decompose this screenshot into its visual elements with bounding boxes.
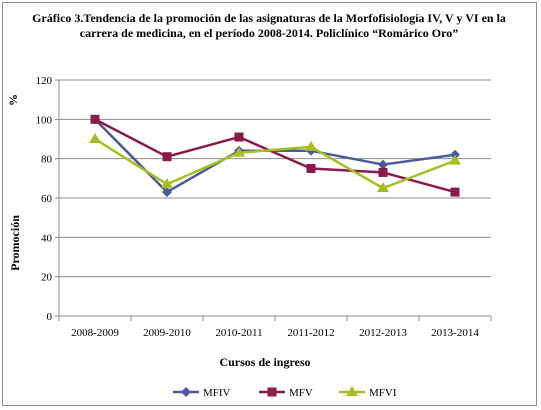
series-MFV	[90, 114, 460, 197]
y-unit-label: %	[6, 94, 20, 106]
y-tick-label-100: 100	[36, 114, 53, 126]
x-axis-title: Cursos de ingreso	[219, 355, 310, 369]
point-MFV-2011-2012	[306, 164, 316, 173]
y-tick-label-40: 40	[41, 232, 53, 244]
point-MFIV-2009-2010	[162, 187, 172, 198]
series-MFIV	[90, 114, 460, 198]
legend-item-MFV: MFV	[259, 387, 313, 399]
series-line-MFV	[94, 118, 456, 194]
legend-item-MFIV: MFIV	[173, 387, 231, 399]
series-line-MFVI	[94, 137, 456, 190]
y-tick-label-20: 20	[41, 272, 53, 284]
point-MFVI-2011-2012	[305, 140, 317, 151]
x-tick-label-2013-2014: 2013-2014	[431, 327, 479, 339]
y-axis-title: Promoción	[8, 215, 22, 271]
chart-title-line-1: Gráfico 3.Tendencia de la promoción de l…	[32, 11, 506, 25]
chart-frame: Gráfico 3.Tendencia de la promoción de l…	[2, 2, 537, 406]
legend-marker-MFIV	[181, 387, 191, 397]
point-MFVI-2008-2009	[89, 133, 101, 143]
point-MFVI-2012-2013	[377, 182, 389, 193]
y-tick-label-120: 120	[36, 75, 53, 87]
legend-item-MFVI: MFVI	[339, 386, 397, 399]
point-MFV-2009-2010	[162, 152, 172, 162]
legend-label-MFVI: MFVI	[369, 387, 397, 399]
x-tick-label-2008-2009: 2008-2009	[71, 327, 119, 339]
tick-labels: 0 20 40 60 80 100 120 2008-2009 2009-2010 2010-20…	[36, 75, 480, 339]
x-tick-label-2009-2010: 2009-2010	[143, 327, 191, 339]
point-MFVI-2013-2014	[449, 154, 461, 165]
point-MFVI-2010-2011	[233, 146, 245, 157]
axes	[55, 79, 492, 321]
point-MFV-2013-2014	[450, 187, 460, 197]
point-MFIV-2012-2013	[378, 159, 388, 170]
legend-marker-MFVI	[346, 386, 358, 396]
y-tick-label-80: 80	[41, 154, 53, 166]
point-MFV-2008-2009	[90, 114, 100, 124]
gridlines	[59, 79, 491, 278]
point-MFV-2012-2013	[378, 167, 388, 177]
x-tick-label-2011-2012: 2011-2012	[287, 327, 334, 339]
chart-svg: Gráfico 3.Tendencia de la promoción de l…	[6, 11, 506, 399]
x-tick-label-2010-2011: 2010-2011	[215, 327, 262, 339]
chart-title-line-2: carrera de medicina, en el período 2008-…	[80, 26, 459, 40]
y-tick-label-60: 60	[41, 193, 53, 205]
legend-marker-MFV	[267, 387, 277, 397]
legend: MFIV MFV MFVI	[173, 386, 397, 399]
series-lines	[89, 114, 461, 198]
legend-label-MFIV: MFIV	[203, 387, 231, 399]
series-MFVI	[89, 133, 461, 193]
point-MFV-2010-2011	[234, 132, 244, 142]
legend-label-MFV: MFV	[289, 387, 313, 399]
x-tick-label-2012-2013: 2012-2013	[359, 327, 407, 339]
point-MFVI-2009-2010	[161, 178, 173, 189]
y-tick-label-0: 0	[47, 311, 53, 323]
